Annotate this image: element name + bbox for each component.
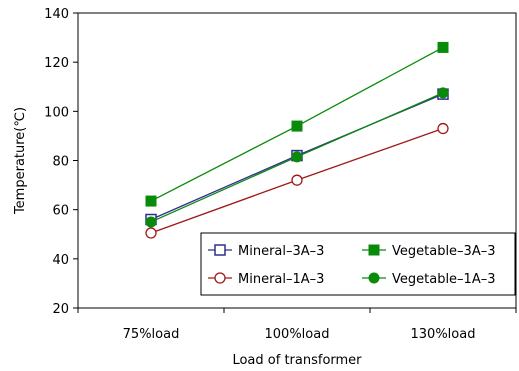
x-tick-label: 75%load bbox=[123, 327, 180, 342]
series-layer bbox=[145, 41, 449, 239]
legend-box bbox=[200, 232, 516, 296]
legend-label: Mineral–1A–3 bbox=[238, 272, 324, 287]
x-axis: 75%load 100%load 130%load bbox=[77, 308, 517, 342]
legend-entry: Mineral–3A–3 bbox=[208, 244, 324, 259]
x-tick-label: 130%load bbox=[411, 327, 476, 342]
data-point bbox=[145, 216, 157, 228]
x-tick-label: 100%load bbox=[265, 327, 330, 342]
y-tick-label: 60 bbox=[52, 204, 69, 219]
y-tick-label: 100 bbox=[44, 105, 69, 120]
legend-marker bbox=[214, 272, 226, 284]
x-axis-title: Load of transformer bbox=[232, 353, 362, 368]
series-3 bbox=[145, 87, 449, 228]
series-1 bbox=[145, 41, 449, 207]
legend-marker bbox=[368, 272, 380, 284]
legend-entry: Mineral–1A–3 bbox=[208, 272, 324, 287]
data-point bbox=[291, 120, 303, 132]
legend: Mineral–3A–3 Vegetable–3A–3 Mineral–1A–3 Ve… bbox=[200, 232, 516, 296]
y-tick-label: 40 bbox=[52, 253, 69, 268]
y-tick-label: 80 bbox=[52, 155, 69, 170]
data-point bbox=[145, 227, 157, 239]
series-2 bbox=[145, 122, 449, 239]
legend-marker bbox=[214, 244, 226, 256]
data-point bbox=[145, 195, 157, 207]
y-tick-label: 20 bbox=[52, 302, 69, 317]
data-point bbox=[437, 122, 449, 135]
legend-label: Vegetable–1A–3 bbox=[392, 272, 496, 287]
y-tick-label: 140 bbox=[44, 7, 69, 22]
data-point bbox=[437, 87, 449, 99]
data-point bbox=[437, 41, 449, 53]
legend-entry: Vegetable–1A–3 bbox=[362, 272, 496, 287]
y-axis-title: Temperature(℃) bbox=[13, 107, 28, 215]
data-point bbox=[291, 174, 303, 186]
data-point bbox=[291, 151, 303, 163]
y-tick-label: 120 bbox=[44, 56, 69, 71]
legend-label: Vegetable–3A–3 bbox=[392, 244, 496, 259]
y-axis: 20 40 60 80 100 120 140 bbox=[44, 7, 78, 317]
legend-label: Mineral–3A–3 bbox=[238, 244, 324, 259]
legend-marker bbox=[368, 244, 380, 256]
legend-entry: Vegetable–3A–3 bbox=[362, 244, 496, 259]
